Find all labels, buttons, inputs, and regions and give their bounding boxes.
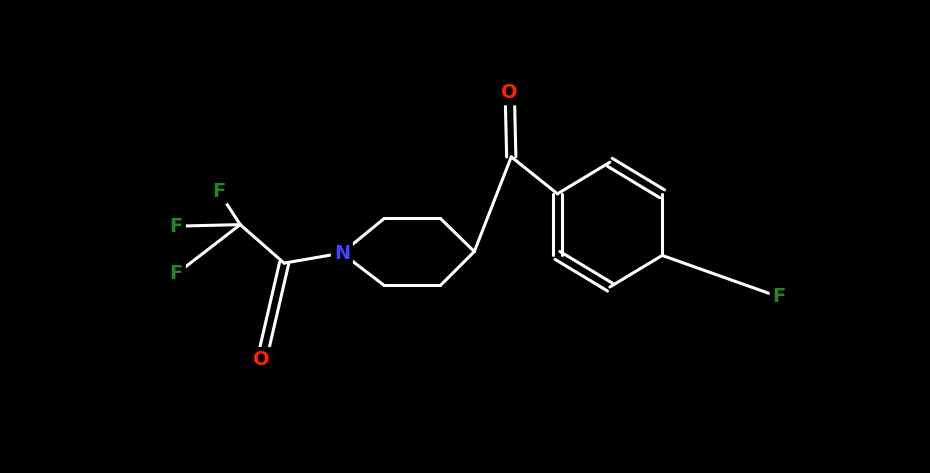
Text: N: N [334,244,350,263]
Text: F: F [169,264,183,283]
Text: O: O [501,83,518,103]
Text: F: F [212,182,225,201]
Text: F: F [169,217,183,236]
Text: O: O [254,350,270,369]
Text: F: F [773,288,786,307]
